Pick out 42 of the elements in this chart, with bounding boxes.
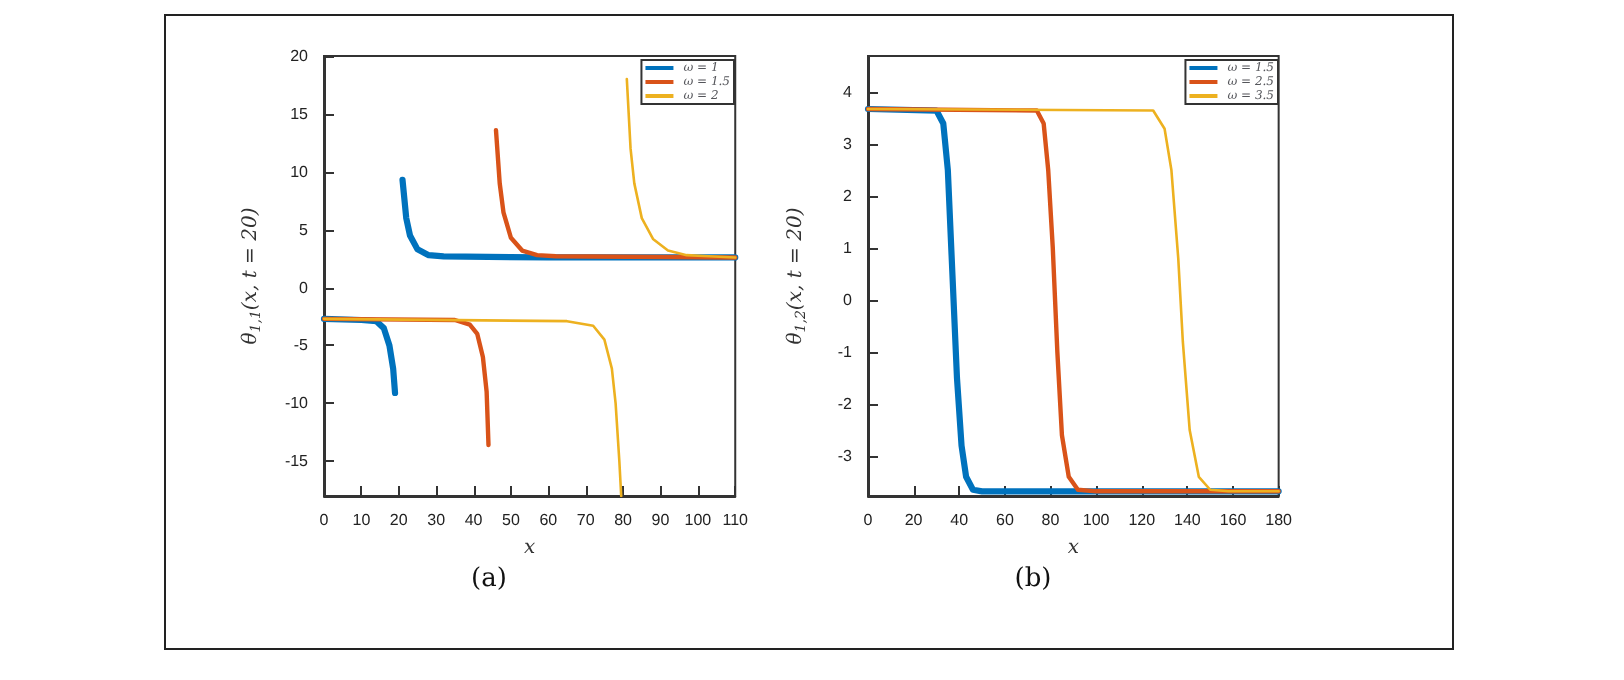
x-tick-label: 180 — [1265, 511, 1294, 529]
x-tick-label: 40 — [464, 511, 484, 529]
x-tick-label: 60 — [995, 511, 1015, 529]
y-tick-label: -15 — [284, 452, 310, 471]
x-tick-label: 40 — [950, 511, 970, 529]
x-tick-label: 100 — [684, 511, 713, 529]
y-tick-label: 1 — [843, 239, 854, 258]
y-tick-label: -3 — [837, 447, 854, 465]
y-tick-label: 0 — [299, 278, 310, 297]
x-tick-label: 100 — [1082, 511, 1111, 529]
x-tick-label: 140 — [1174, 511, 1202, 529]
x-tick-label: 0 — [319, 511, 330, 529]
y-tick-label: 2 — [843, 187, 854, 206]
x-tick-label: 160 — [1219, 511, 1248, 529]
x-tick-label: 90 — [651, 511, 671, 529]
x-tick-label: 80 — [614, 511, 634, 529]
x-tick-label: 70 — [576, 511, 596, 529]
x-tick-label: 60 — [539, 511, 559, 529]
x-tick-label: 0 — [863, 511, 874, 529]
y-tick-label: 15 — [290, 104, 310, 123]
x-axis-title: x — [523, 536, 536, 559]
x-tick-label: 50 — [502, 511, 521, 529]
y-tick-label: 4 — [843, 83, 854, 102]
x-tick-label: 120 — [1128, 511, 1157, 529]
x-tick-label: 20 — [904, 511, 924, 529]
x-tick-label: 30 — [427, 511, 447, 529]
y-tick-label: 0 — [843, 291, 854, 310]
text: (a) — [471, 564, 507, 594]
x-tick-label: 110 — [722, 511, 750, 529]
y-tick-label: -1 — [837, 343, 854, 362]
text: (b) — [1014, 564, 1052, 594]
x-tick-label: 80 — [1041, 511, 1061, 529]
x-tick-label: 10 — [352, 511, 372, 529]
x-tick-label: 20 — [389, 511, 409, 529]
y-tick-label: -5 — [293, 336, 310, 355]
x-axis-title: x — [1067, 536, 1080, 559]
y-tick-label: 10 — [290, 162, 310, 181]
y-tick-label: 3 — [843, 135, 854, 154]
y-tick-label: 20 — [290, 47, 310, 65]
y-tick-label: -2 — [837, 395, 854, 414]
y-tick-label: -10 — [284, 394, 310, 413]
y-tick-label: 5 — [299, 220, 310, 239]
